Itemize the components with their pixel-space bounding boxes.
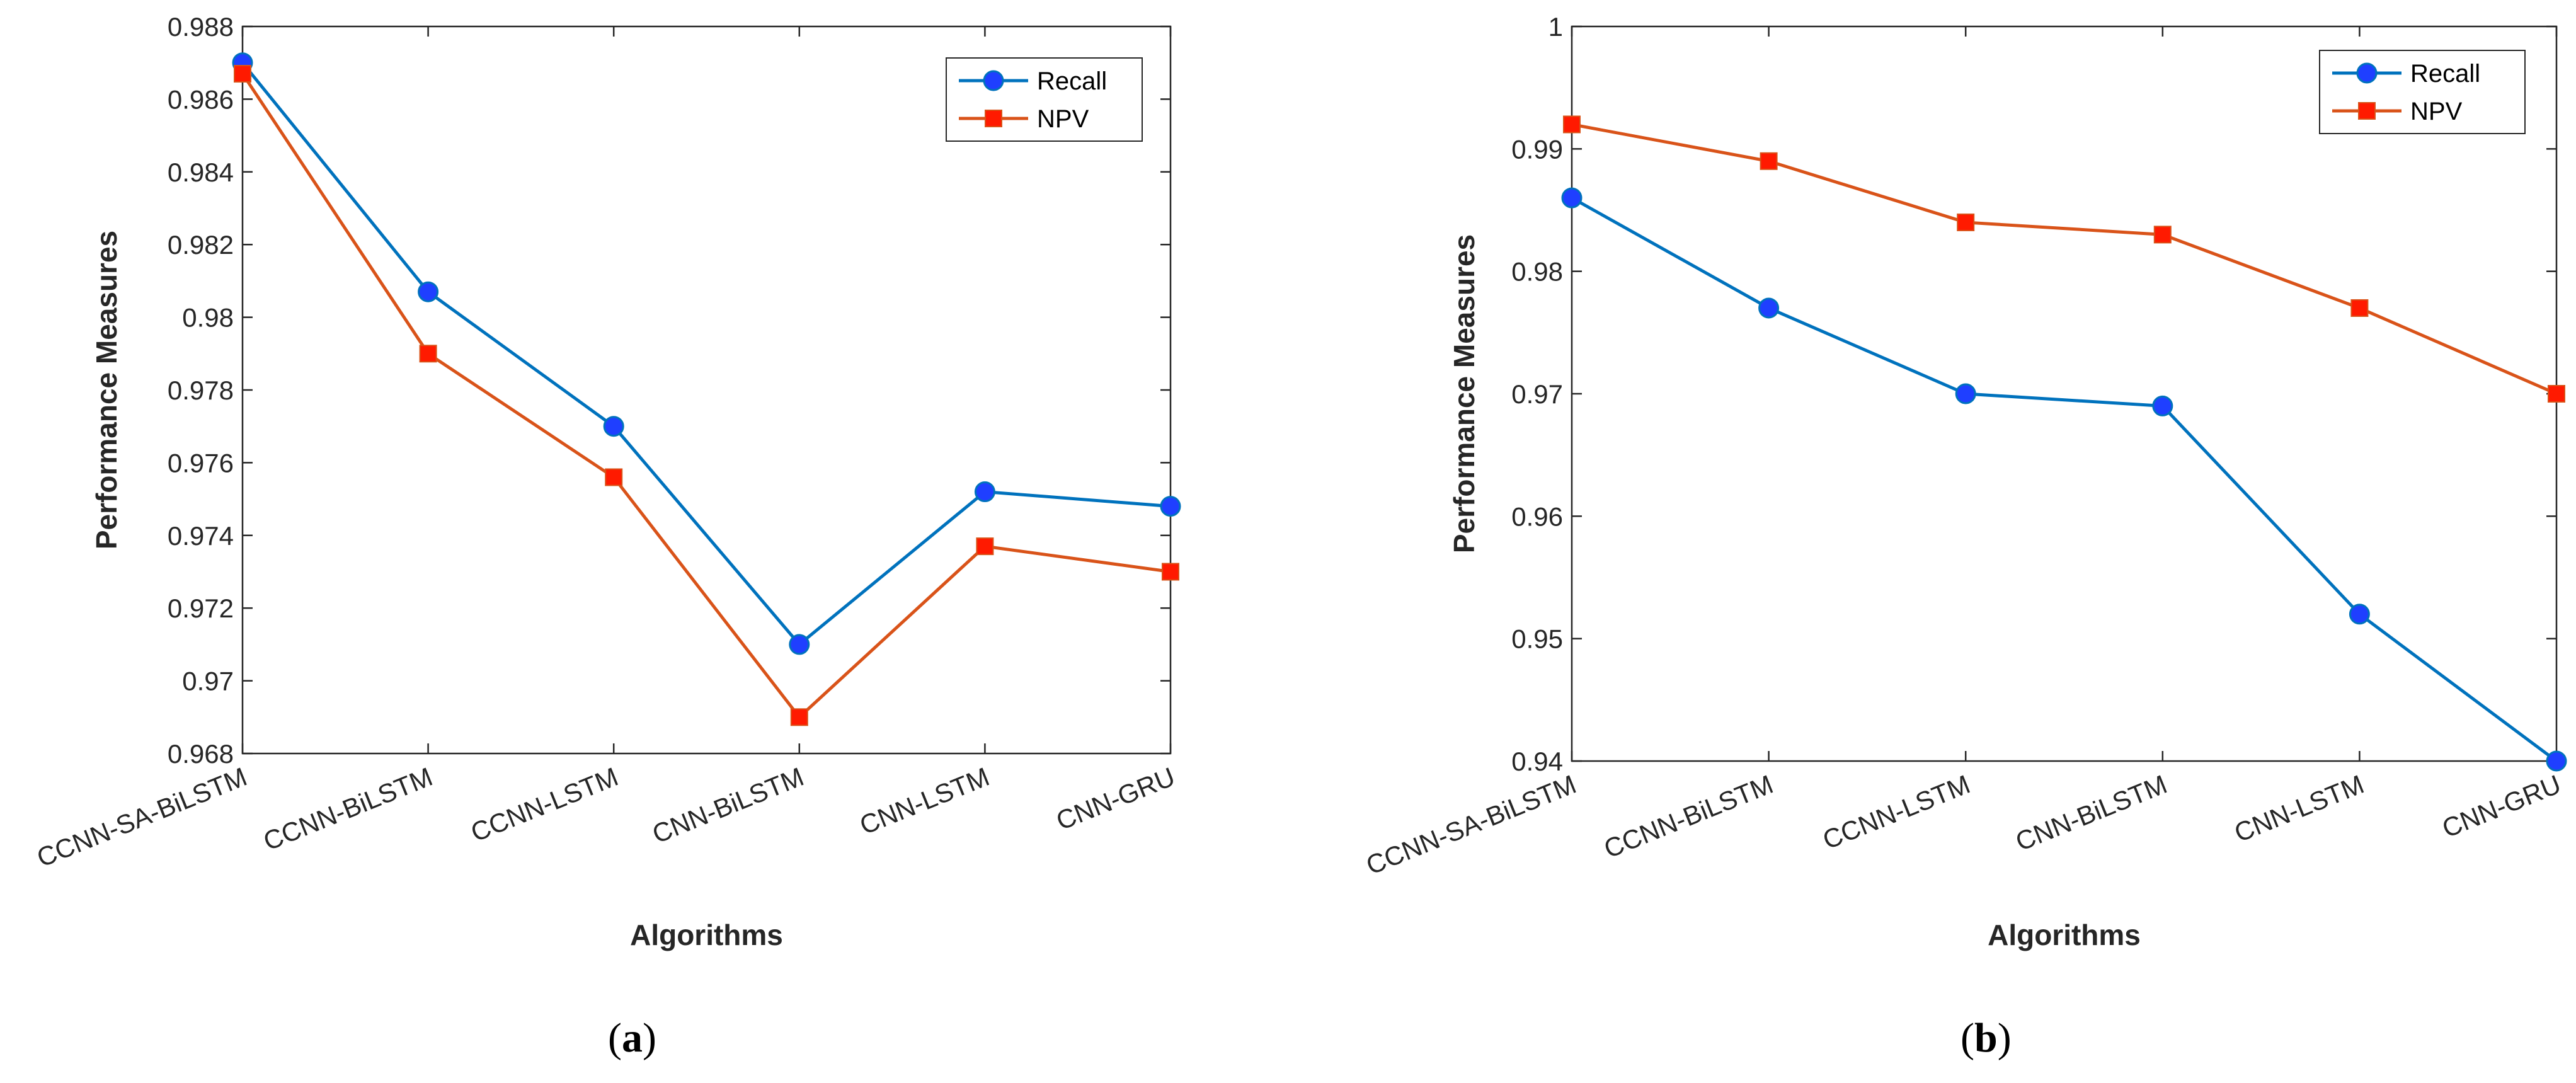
chart-a: 0.968 0.97 0.972 0.974 0.976 0.978 0.98 0.982 0.… (33, 12, 1181, 951)
caption-a-letter: a (621, 1015, 643, 1061)
x-tick-label: CNN-GRU (2438, 769, 2565, 844)
y-tick-label: 0.968 (168, 739, 234, 769)
caption-b-letter: b (1974, 1015, 1998, 1061)
x-tick-label: CNN-LSTM (856, 762, 993, 840)
y-tick-label: 0.988 (168, 12, 234, 42)
legend-marker (2356, 62, 2378, 84)
x-tick-label: CNN-LSTM (2230, 769, 2368, 848)
y-tick-label: 0.98 (1511, 257, 1563, 287)
point-npv (1760, 152, 1778, 170)
legend-label: NPV (1037, 105, 1089, 133)
legend-box (946, 57, 1143, 142)
x-axis-label: Algorithms (1988, 919, 2141, 951)
point-recall (2152, 395, 2173, 416)
legend-marker (985, 110, 1002, 127)
point-npv (976, 537, 994, 556)
series-line-npv (1571, 123, 2557, 396)
y-tick-label: 0.96 (1511, 501, 1563, 531)
x-tick-label: CCNN-LSTM (1819, 769, 1974, 855)
legend: Recall NPV (946, 57, 1143, 142)
y-tick-label: 0.976 (168, 448, 234, 478)
point-recall (603, 416, 624, 437)
legend-box (2319, 50, 2526, 134)
x-axis-label: Algorithms (630, 919, 783, 951)
x-tick-label: CNN-BiLSTM (2012, 769, 2171, 857)
x-tick-label: CCNN-SA-BiLSTM (1362, 769, 1580, 880)
point-recall (1758, 297, 1780, 319)
y-tick-label: 0.98 (182, 303, 234, 333)
y-tick-label: 0.984 (168, 158, 234, 187)
point-recall (1561, 187, 1583, 209)
x-tick-label: CNN-BiLSTM (648, 762, 808, 849)
point-npv (2350, 299, 2369, 317)
series-line-recall (241, 62, 1171, 647)
legend-label: Recall (1037, 67, 1107, 95)
caption-a: (a) (608, 1015, 656, 1061)
point-recall (418, 281, 439, 302)
point-recall (2349, 604, 2370, 625)
legend-label: NPV (2410, 98, 2463, 125)
point-npv (1162, 563, 1179, 581)
y-tick-label: 0.986 (168, 84, 234, 114)
y-tick-label: 1 (1548, 12, 1563, 42)
series-line-npv (241, 72, 1171, 719)
x-tick-label: CCNN-BiLSTM (1600, 769, 1777, 864)
point-recall (1160, 496, 1181, 517)
y-axis-label: Performance Measures (1448, 234, 1480, 553)
point-npv (2548, 385, 2565, 403)
y-tick-label: 0.974 (168, 521, 234, 551)
y-tick-label: 0.97 (1511, 379, 1563, 409)
y-tick-label: 0.95 (1511, 624, 1563, 654)
y-tick-label: 0.972 (168, 593, 234, 623)
point-recall (974, 481, 995, 503)
legend-marker (2358, 102, 2376, 120)
legend-label: Recall (2410, 60, 2480, 88)
y-tick-label: 0.982 (168, 230, 234, 260)
x-tick-label: CCNN-BiLSTM (259, 762, 437, 856)
legend: Recall NPV (2319, 50, 2526, 134)
legend-marker (983, 70, 1004, 91)
x-tick-label: CNN-GRU (1052, 762, 1179, 836)
y-tick-label: 0.94 (1511, 747, 1563, 776)
y-axis-label: Performance Measures (90, 231, 123, 549)
point-npv (790, 708, 808, 726)
point-npv (419, 345, 437, 363)
point-npv (1957, 213, 1975, 231)
point-npv (605, 468, 623, 486)
point-npv (234, 65, 251, 83)
series-line-recall (1571, 196, 2558, 763)
y-tick-label: 0.99 (1511, 134, 1563, 164)
point-npv (2153, 226, 2172, 244)
y-tick-label: 0.978 (168, 375, 234, 405)
point-recall (2546, 750, 2567, 772)
x-tick-label: CCNN-LSTM (467, 762, 622, 847)
y-tick-label: 0.97 (182, 667, 234, 696)
point-recall (1955, 383, 1976, 404)
x-tick-label: CCNN-SA-BiLSTM (33, 762, 251, 873)
point-npv (1563, 115, 1581, 134)
point-recall (789, 634, 810, 655)
caption-b: (b) (1961, 1015, 2012, 1061)
